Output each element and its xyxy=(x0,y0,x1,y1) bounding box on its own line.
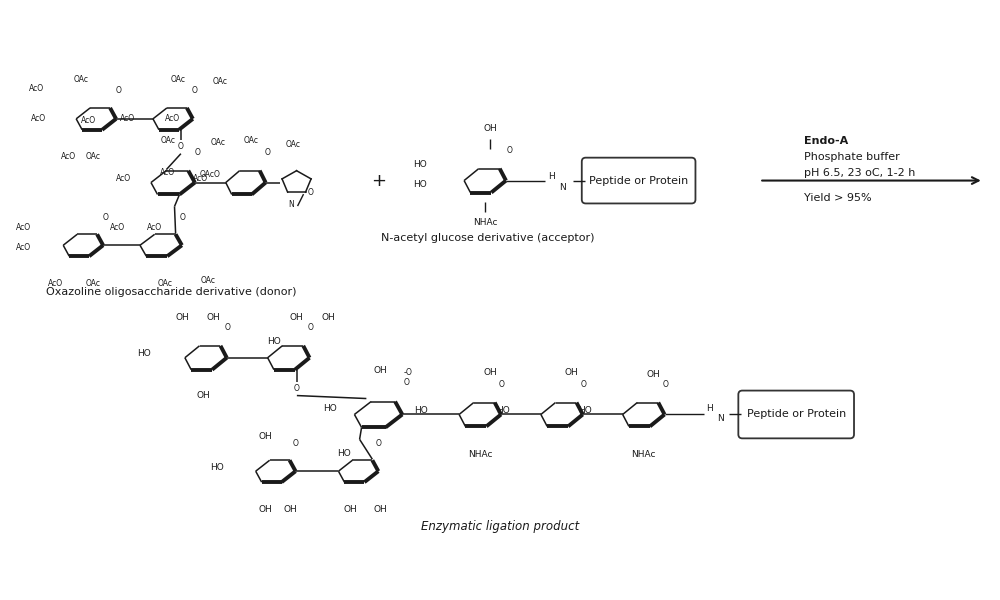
Text: O: O xyxy=(375,439,381,448)
Text: AcO: AcO xyxy=(31,115,46,124)
Text: N: N xyxy=(559,183,566,192)
Text: NHAc: NHAc xyxy=(631,450,656,459)
Text: OH: OH xyxy=(207,313,221,322)
Text: OH: OH xyxy=(259,505,273,514)
Text: O: O xyxy=(115,86,121,95)
Text: OH: OH xyxy=(483,124,497,133)
Text: -O: -O xyxy=(404,368,413,377)
Text: O: O xyxy=(265,148,271,157)
Text: OH: OH xyxy=(290,313,303,322)
Text: HO: HO xyxy=(414,406,428,415)
Text: OH: OH xyxy=(373,505,387,514)
Text: AcO: AcO xyxy=(16,243,31,252)
FancyBboxPatch shape xyxy=(738,391,854,439)
Text: HO: HO xyxy=(137,349,151,358)
Text: AcO: AcO xyxy=(193,174,208,183)
Text: AcO: AcO xyxy=(120,115,135,124)
Text: Yield > 95%: Yield > 95% xyxy=(804,193,872,203)
Text: OAc: OAc xyxy=(213,77,228,86)
Text: NHAc: NHAc xyxy=(473,218,497,227)
Text: OAc: OAc xyxy=(211,138,226,147)
Text: pH 6.5, 23 oC, 1-2 h: pH 6.5, 23 oC, 1-2 h xyxy=(804,167,916,178)
Text: OH: OH xyxy=(284,505,297,514)
Text: OAc: OAc xyxy=(243,136,258,145)
Text: OH: OH xyxy=(565,368,579,377)
Text: O: O xyxy=(308,188,313,197)
Text: H: H xyxy=(548,172,555,181)
Text: AcO: AcO xyxy=(81,116,96,125)
Text: HO: HO xyxy=(337,449,350,458)
Text: O: O xyxy=(308,323,313,332)
Text: OAc: OAc xyxy=(86,152,101,161)
Text: Peptide or Protein: Peptide or Protein xyxy=(747,409,846,419)
Text: Phosphate buffer: Phosphate buffer xyxy=(804,152,900,161)
Text: AcO: AcO xyxy=(110,223,125,232)
Text: OAc: OAc xyxy=(170,74,185,83)
Text: O: O xyxy=(195,148,201,157)
Text: AcO: AcO xyxy=(16,223,31,232)
Text: N: N xyxy=(289,200,294,209)
Text: Enzymatic ligation product: Enzymatic ligation product xyxy=(421,520,579,533)
Text: HO: HO xyxy=(413,160,427,169)
Text: O: O xyxy=(102,213,108,222)
Text: Oxazoline oligosaccharide derivative (donor): Oxazoline oligosaccharide derivative (do… xyxy=(46,287,296,297)
Text: OH: OH xyxy=(322,313,335,322)
Text: HO: HO xyxy=(323,404,336,413)
Text: OAc: OAc xyxy=(286,140,301,149)
Text: H: H xyxy=(706,404,713,413)
Text: OH: OH xyxy=(373,366,387,375)
Text: O: O xyxy=(178,142,184,151)
Text: O: O xyxy=(225,323,231,332)
Text: Endo-A: Endo-A xyxy=(804,136,848,146)
Text: AcO: AcO xyxy=(147,223,163,232)
FancyBboxPatch shape xyxy=(582,158,695,203)
Text: OH: OH xyxy=(197,391,211,400)
Text: O: O xyxy=(581,380,587,389)
Text: OAcO: OAcO xyxy=(200,170,221,179)
Text: AcO: AcO xyxy=(116,174,131,183)
Text: Peptide or Protein: Peptide or Protein xyxy=(589,176,688,185)
Text: HO: HO xyxy=(267,337,281,346)
Text: AcO: AcO xyxy=(29,85,44,94)
Text: OH: OH xyxy=(647,370,660,379)
Text: AcO: AcO xyxy=(160,168,175,177)
Text: OAc: OAc xyxy=(201,275,216,284)
Text: O: O xyxy=(499,380,505,389)
Text: O: O xyxy=(294,384,300,393)
Text: OH: OH xyxy=(259,432,273,441)
Text: HO: HO xyxy=(496,406,510,415)
Text: HO: HO xyxy=(413,180,427,189)
Text: N: N xyxy=(717,414,724,423)
Text: OH: OH xyxy=(483,368,497,377)
Text: OAc: OAc xyxy=(86,278,101,287)
Text: O: O xyxy=(192,86,198,95)
Text: O: O xyxy=(293,439,299,448)
Text: O: O xyxy=(403,378,409,387)
Text: +: + xyxy=(371,172,386,190)
Text: AcO: AcO xyxy=(48,278,63,287)
Text: HO: HO xyxy=(210,463,224,472)
Text: OAc: OAc xyxy=(74,74,89,83)
Text: OH: OH xyxy=(344,505,357,514)
Text: OAc: OAc xyxy=(157,278,172,287)
Text: AcO: AcO xyxy=(61,152,76,161)
Text: OH: OH xyxy=(175,313,189,322)
Text: O: O xyxy=(507,146,513,155)
Text: O: O xyxy=(180,213,186,222)
Text: HO: HO xyxy=(578,406,592,415)
Text: OAc: OAc xyxy=(160,136,175,145)
Text: O: O xyxy=(663,380,668,389)
Text: N-acetyl glucose derivative (acceptor): N-acetyl glucose derivative (acceptor) xyxy=(381,233,595,243)
Text: AcO: AcO xyxy=(165,115,180,124)
Text: NHAc: NHAc xyxy=(468,450,492,459)
